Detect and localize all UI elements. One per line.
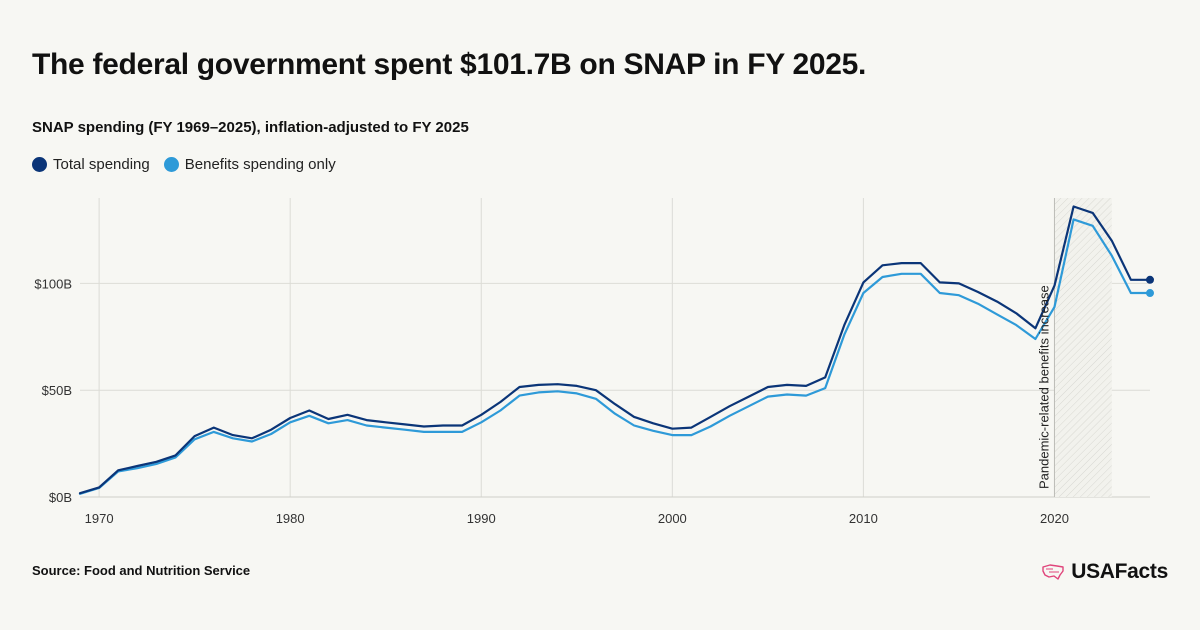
x-tick-label: 2010 bbox=[849, 511, 878, 526]
legend-dot-total bbox=[32, 157, 47, 172]
series bbox=[78, 205, 1154, 495]
series-line-benefits bbox=[78, 218, 1152, 495]
axes: 1970 1980 1990 2000 2010 2020 $0B $50B $100B bbox=[34, 276, 1069, 526]
series-endpoint-total bbox=[1146, 275, 1154, 284]
legend: Total spending Benefits spending only bbox=[32, 156, 336, 173]
source-note: Source: Food and Nutrition Service bbox=[32, 563, 251, 578]
y-tick-label: $100B bbox=[34, 276, 72, 291]
series-endpoint-benefits bbox=[1146, 289, 1154, 298]
y-tick-label: $50B bbox=[42, 383, 72, 398]
legend-item-benefits: Benefits spending only bbox=[163, 156, 336, 173]
logo-text: USAFacts bbox=[1071, 560, 1168, 583]
x-tick-label: 2020 bbox=[1040, 511, 1069, 526]
legend-label-benefits: Benefits spending only bbox=[184, 156, 336, 173]
legend-item-total: Total spending bbox=[32, 156, 150, 173]
legend-dot-benefits bbox=[163, 157, 179, 172]
chart-title: The federal government spent $101.7B on … bbox=[32, 48, 867, 81]
chart-subtitle: SNAP spending (FY 1969–2025), inflation-… bbox=[32, 119, 469, 136]
annotations: Pandemic-related benefits increase bbox=[1036, 285, 1051, 489]
x-tick-label: 1980 bbox=[276, 511, 305, 526]
usafacts-logo[interactable]: USAFacts bbox=[1041, 560, 1168, 584]
y-tick-label: $0B bbox=[49, 490, 72, 505]
grid bbox=[80, 198, 1150, 498]
legend-label-total: Total spending bbox=[53, 156, 150, 173]
pandemic-annotation: Pandemic-related benefits increase bbox=[1036, 285, 1051, 489]
x-tick-label: 1990 bbox=[467, 511, 496, 526]
x-tick-label: 1970 bbox=[85, 511, 114, 526]
x-tick-label: 2000 bbox=[658, 511, 687, 526]
us-map-icon bbox=[1042, 564, 1064, 580]
series-line-total bbox=[78, 205, 1152, 495]
